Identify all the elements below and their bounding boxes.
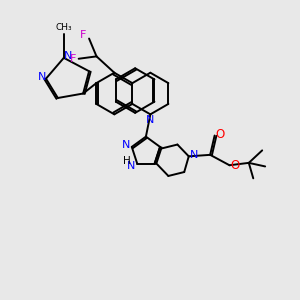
- Text: N: N: [190, 150, 198, 160]
- Text: N: N: [64, 51, 72, 62]
- Text: O: O: [215, 128, 225, 140]
- Text: F: F: [70, 54, 76, 64]
- Text: N: N: [127, 161, 135, 171]
- Text: F: F: [80, 30, 86, 40]
- Text: N: N: [122, 140, 130, 150]
- Text: O: O: [230, 159, 239, 172]
- Text: N: N: [146, 115, 154, 125]
- Text: N: N: [38, 72, 46, 82]
- Text: H: H: [123, 155, 130, 166]
- Text: CH₃: CH₃: [56, 23, 72, 32]
